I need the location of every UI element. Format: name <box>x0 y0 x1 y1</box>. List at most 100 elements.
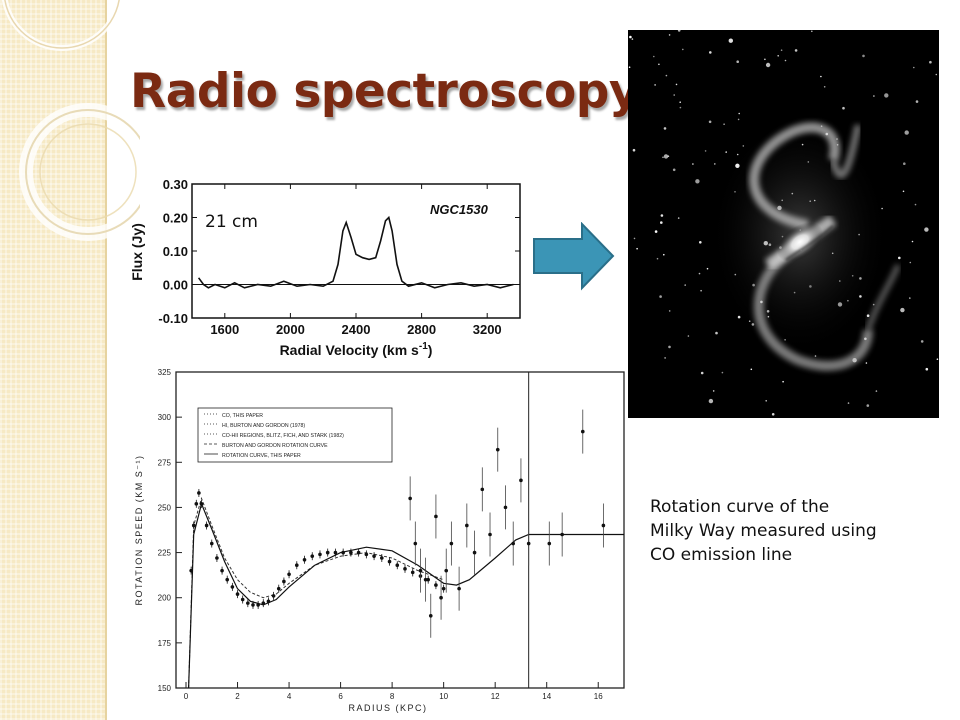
star <box>636 247 638 250</box>
hii-data-point <box>434 514 438 519</box>
spectrum-x-tick-label: 1600 <box>210 322 239 337</box>
galaxy-arm-north-knots <box>829 124 862 179</box>
ring-large-inner <box>39 123 137 221</box>
star <box>668 345 671 349</box>
co-data-point <box>189 568 193 573</box>
rotation-x-tick-label: 0 <box>184 692 189 701</box>
ring-top-edge <box>4 0 120 49</box>
rotation-curve-chart: 325 300 275 250 225 200 175 150 0 2 4 6 8 10 12 14 16 C… <box>134 368 625 713</box>
legend-box <box>197 407 393 463</box>
spectrum-x-tick-label: 2000 <box>276 322 305 337</box>
star <box>679 101 681 103</box>
spectrum-x-tick-label: 2400 <box>342 322 371 337</box>
legend-entry: BURTON AND GORDON ROTATION CURVE <box>222 443 328 449</box>
star <box>911 240 914 243</box>
ring-large-edge <box>25 109 140 235</box>
star <box>723 123 725 125</box>
star <box>875 390 878 392</box>
star <box>794 49 798 52</box>
star <box>903 162 906 165</box>
star <box>708 120 712 124</box>
hii-data-point <box>526 541 531 546</box>
star <box>904 130 909 135</box>
caption-line-1: Rotation curve of the <box>650 497 830 517</box>
co-data-point <box>282 579 286 584</box>
star <box>842 106 845 110</box>
star <box>660 214 664 217</box>
star <box>709 51 712 54</box>
rotation-x-axis-label: RADIUS (KPC) <box>348 703 427 713</box>
star <box>765 62 771 68</box>
rotation-x-tick-label: 8 <box>390 692 395 701</box>
star <box>714 163 716 165</box>
hii-data-point <box>444 568 449 573</box>
legend-entry: ROTATION CURVE, THIS PAPER <box>222 453 301 459</box>
star <box>898 256 901 260</box>
hii-data-point <box>560 532 564 537</box>
star <box>765 400 767 402</box>
hii-data-point <box>418 568 423 573</box>
hii-data-point <box>428 613 433 618</box>
spectrum-y-tick-label: 0.30 <box>163 177 188 192</box>
hii-data-point <box>449 541 454 546</box>
star <box>909 261 912 264</box>
star <box>847 402 850 404</box>
star <box>750 368 753 371</box>
rotation-x-ticks: 0 2 4 6 8 10 12 14 16 <box>184 682 603 701</box>
star <box>668 310 671 312</box>
co-data-point <box>325 550 330 555</box>
star <box>700 371 704 375</box>
rotation-x-tick-label: 16 <box>594 692 603 701</box>
co-data-point <box>364 552 369 557</box>
star <box>725 151 727 153</box>
rotation-x-tick-label: 10 <box>439 692 448 701</box>
co-data-point <box>434 583 438 587</box>
star <box>728 38 733 43</box>
spectrum-y-ticks: 0.30 0.20 0.10 0.00 -0.10 <box>158 177 520 326</box>
rotation-y-tick-label: 225 <box>158 549 172 558</box>
star <box>679 106 682 109</box>
co-data-point <box>341 550 345 555</box>
hii-data-point <box>511 541 516 546</box>
star <box>909 297 911 299</box>
star <box>662 156 664 159</box>
star <box>780 49 783 51</box>
star <box>902 190 905 193</box>
hii-data-point <box>439 595 443 600</box>
co-data-point <box>261 601 266 605</box>
star <box>682 48 684 51</box>
star <box>654 230 658 233</box>
co-data-point <box>441 586 446 591</box>
star <box>677 29 681 32</box>
co-data-point <box>215 556 219 560</box>
star <box>936 358 939 361</box>
co-data-point <box>349 550 353 555</box>
star <box>811 30 813 33</box>
star <box>675 83 678 86</box>
rotation-data-points <box>189 409 606 638</box>
co-data-point <box>266 599 271 604</box>
hii-data-point <box>601 523 606 528</box>
star <box>633 237 636 240</box>
rotation-x-tick-label: 4 <box>287 692 292 701</box>
co-data-point <box>197 491 201 495</box>
co-data-point <box>204 523 209 528</box>
co-data-point <box>302 557 307 562</box>
star <box>925 367 929 371</box>
star <box>663 253 665 256</box>
co-data-point <box>356 550 361 555</box>
star <box>632 148 636 152</box>
star <box>884 93 889 98</box>
star <box>700 289 702 292</box>
star <box>900 307 905 313</box>
co-data-point <box>287 572 291 577</box>
galaxy-illustration <box>628 29 939 418</box>
star <box>706 267 709 270</box>
star <box>653 55 655 58</box>
star <box>820 75 822 78</box>
star <box>814 355 817 357</box>
legend-entry: HI, BURTON AND GORDON (1978) <box>222 423 305 429</box>
hii-data-point <box>519 478 523 483</box>
star <box>721 371 724 374</box>
